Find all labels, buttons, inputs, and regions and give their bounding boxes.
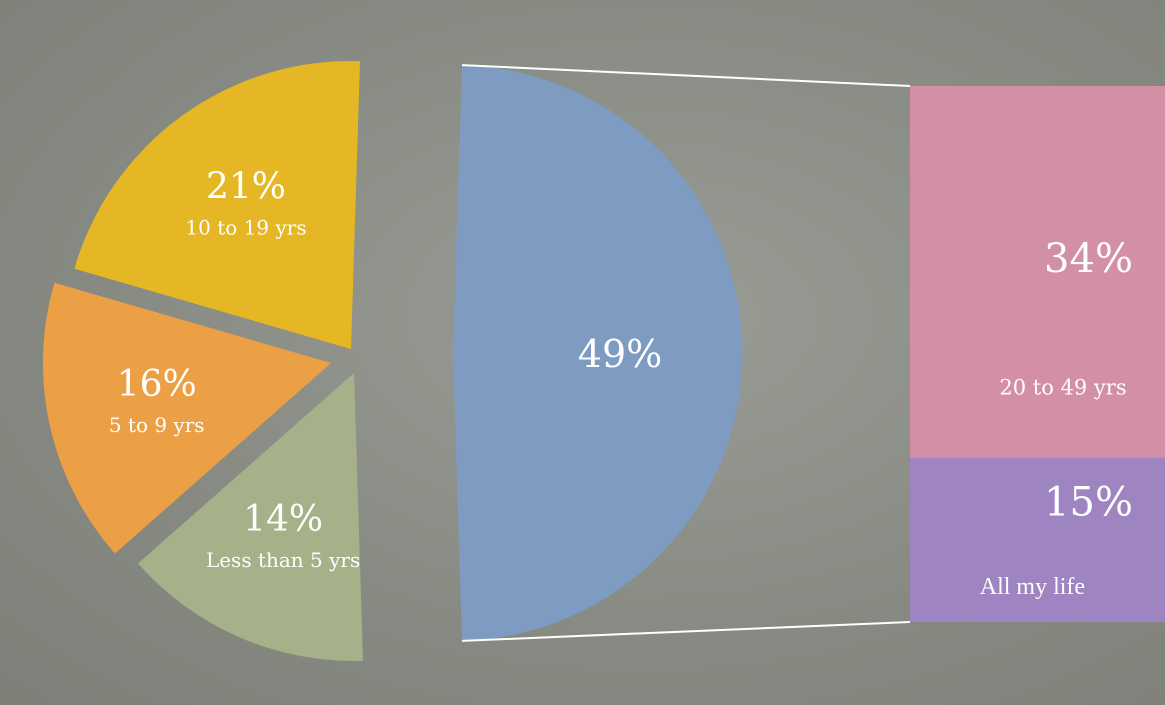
- connector-lines: [461, 64, 911, 642]
- slice-value-label-less-than-5-yrs: 14%: [243, 499, 323, 540]
- bar-segment-all-my-life: [910, 457, 1165, 622]
- slice-value-label-10-to-19-yrs: 21%: [206, 167, 286, 208]
- connector-line-bottom: [461, 621, 911, 642]
- pie-slice-less-than-5-yrs: [138, 373, 363, 662]
- bar-category-label-20-to-49-yrs: 20 to 49 yrs: [999, 376, 1126, 400]
- bar-value-label-20-to-49-yrs: 34%: [1044, 236, 1133, 282]
- bar-segment-20-to-49-yrs: [910, 86, 1165, 458]
- slice-value-label-5-to-9-yrs: 16%: [117, 364, 197, 405]
- pie-slices: [42, 60, 743, 662]
- pie-slice-main: [453, 65, 743, 641]
- data-labels: 21% 10 to 19 yrs 16% 5 to 9 yrs 14% Less than…: [109, 167, 1133, 601]
- slice-value-label-main: 49%: [578, 332, 662, 376]
- bar-category-label-all-my-life: All my life: [980, 574, 1085, 600]
- pie-slice-5-to-9-yrs: [42, 282, 332, 554]
- stacked-bar: [910, 86, 1165, 622]
- pie-slice-10-to-19-yrs: [74, 60, 361, 349]
- connector-line-top: [461, 64, 911, 87]
- bar-value-label-all-my-life: 15%: [1044, 479, 1133, 525]
- slice-category-label-less-than-5-yrs: Less than 5 yrs: [206, 548, 360, 572]
- slice-category-label-5-to-9-yrs: 5 to 9 yrs: [109, 413, 205, 437]
- slice-category-label-10-to-19-yrs: 10 to 19 yrs: [185, 216, 306, 240]
